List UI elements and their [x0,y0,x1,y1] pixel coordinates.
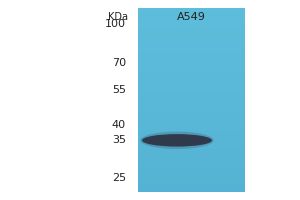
Bar [138,173,245,177]
Bar [138,139,245,143]
Bar [138,99,245,103]
Bar [138,112,245,115]
Bar [138,69,245,72]
Bar [138,20,245,23]
Text: 55: 55 [112,85,126,95]
Bar [138,109,245,112]
Ellipse shape [140,132,214,149]
Text: 100: 100 [105,19,126,29]
Bar [138,164,245,167]
Bar [138,155,245,158]
Bar [138,142,245,146]
Bar [138,121,245,125]
Text: 70: 70 [112,58,126,68]
Bar [138,81,245,85]
Bar [138,188,245,192]
Text: A549: A549 [177,12,206,22]
Bar [138,47,245,51]
Bar [138,63,245,66]
Bar [138,176,245,180]
Bar [138,78,245,82]
Text: 25: 25 [112,173,126,183]
Bar [138,127,245,131]
Bar [138,146,245,149]
Bar [138,106,245,109]
Bar [138,167,245,171]
Bar [138,133,245,137]
Bar [138,182,245,186]
Text: 40: 40 [112,120,126,130]
Bar [138,50,245,54]
Bar [138,161,245,164]
Bar [138,38,245,42]
Bar [138,103,245,106]
Bar [138,41,245,45]
Bar [138,7,245,11]
Bar [138,179,245,183]
Bar [138,118,245,121]
Bar [138,11,245,14]
Bar [138,170,245,174]
Bar [138,29,245,33]
Bar [138,23,245,26]
Bar [138,158,245,161]
Bar [138,96,245,100]
Bar [138,185,245,189]
Bar [138,75,245,79]
Bar [138,93,245,97]
Bar [138,84,245,88]
Bar [138,115,245,118]
Bar [138,66,245,69]
Bar [138,53,245,57]
Bar [138,90,245,94]
Bar [138,26,245,29]
Bar [138,60,245,63]
Bar [138,87,245,91]
Bar [138,17,245,20]
Bar [138,44,245,48]
Bar [138,152,245,155]
Bar [138,72,245,75]
Ellipse shape [142,134,212,147]
Text: 35: 35 [112,135,126,145]
Bar [138,14,245,17]
Bar [138,32,245,36]
Bar [138,149,245,152]
Bar [138,136,245,140]
Bar [138,35,245,39]
Bar [138,124,245,128]
Bar [138,130,245,134]
Text: KDa: KDa [108,12,128,22]
Bar [138,57,245,60]
